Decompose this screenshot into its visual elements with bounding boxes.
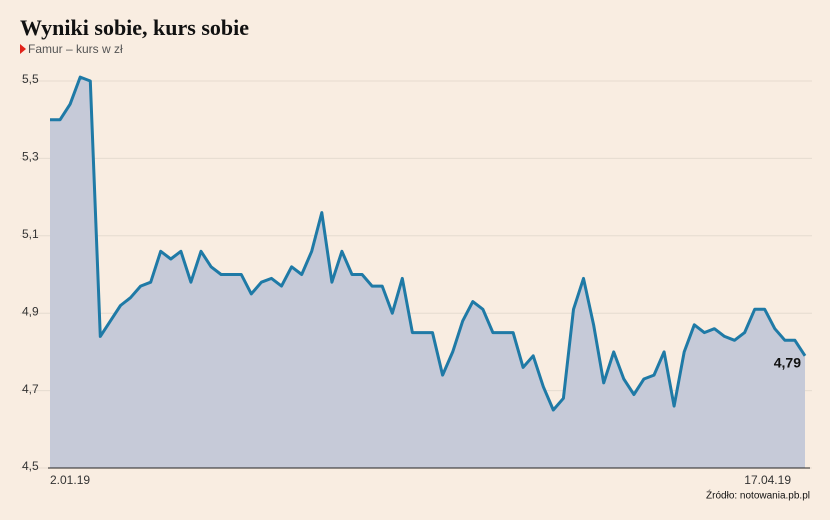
subtitle-marker — [20, 44, 26, 54]
chart-subtitle: Famur – kurs w zł — [28, 42, 123, 56]
y-tick-label: 4,7 — [22, 382, 39, 396]
y-tick-label: 4,5 — [22, 459, 39, 473]
area — [50, 77, 805, 468]
y-tick-label: 5,5 — [22, 72, 39, 86]
y-tick-label: 5,1 — [22, 227, 39, 241]
line — [50, 75, 807, 412]
chart-title: Wyniki sobie, kurs sobie — [20, 15, 249, 40]
y-tick-label: 4,9 — [22, 304, 39, 318]
data-label: 4,79 — [774, 354, 801, 370]
plot-area: 2.01.19 17.04.19 4,79 — [48, 75, 810, 487]
y-tick-label: 5,3 — [22, 150, 39, 164]
x-tick-label: 17.04.19 — [744, 473, 791, 487]
source: Źródło: notowania.pb.pl — [706, 489, 810, 502]
x-tick-label: 2.01.19 — [50, 473, 90, 487]
